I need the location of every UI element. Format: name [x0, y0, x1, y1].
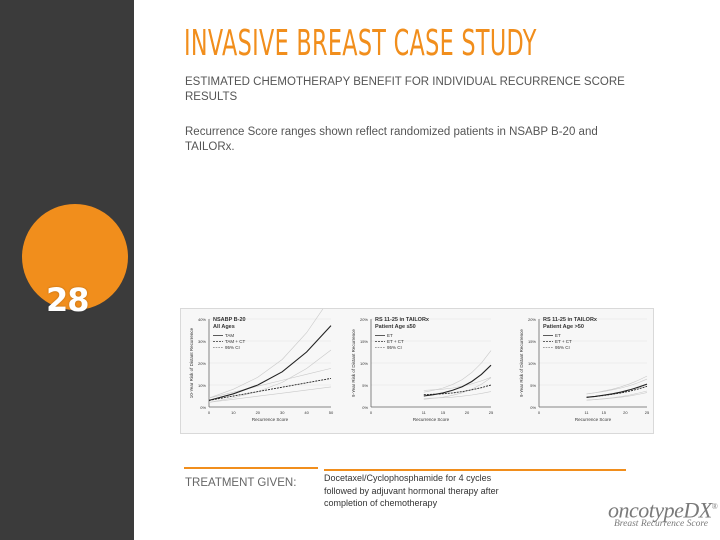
chart-1-ci-upper-1	[423, 377, 492, 391]
chart-2-x-tick-label: 20	[623, 410, 628, 415]
logo-subtitle: Breast Recurrence Score	[614, 519, 708, 529]
chart-0-y-tick-label: 0%	[200, 405, 206, 410]
logo-trademark: ®	[711, 502, 718, 511]
logo-wordmark: oncotypeDX®	[608, 494, 718, 523]
chart-2-series-1-line	[586, 385, 648, 398]
chart-2-title: RS 11-25 in TAILORx	[543, 317, 598, 323]
chart-1-x-tick-label: 0	[370, 410, 373, 415]
chart-1-y-tick-label: 10%	[360, 361, 368, 366]
chart-2-ci-lower-1	[586, 392, 648, 401]
treatment-description: Docetaxel/Cyclophosphamide for 4 cycles …	[324, 473, 499, 508]
chart-2-y-axis-label: 9-Year Risk of Distant Recurrence	[519, 329, 524, 397]
chart-0-x-tick-label: 10	[231, 410, 236, 415]
chart-1-y-tick-label: 20%	[360, 317, 368, 322]
chart-0-x-tick-label: 0	[208, 410, 211, 415]
chart-1-series-1-line	[423, 384, 492, 396]
chart-0-x-tick-label: 30	[280, 410, 285, 415]
chart-0-ci-upper-1	[208, 368, 332, 399]
chart-1-y-tick-label: 0%	[362, 405, 368, 410]
chart-2-x-tick-label: 15	[602, 410, 607, 415]
logo-prefix: oncotype	[608, 497, 684, 523]
chart-1-y-tick-label: 5%	[362, 383, 368, 388]
chart-1-series-0-line	[423, 364, 492, 397]
chart-1-legend-label: 95% CI	[387, 345, 402, 350]
chart-figure: 40% 30% 20% 10% 0% 0 10 20 30 40 50 Recurrence Scor…	[180, 308, 654, 434]
chart-1-subtitle: Patient Age ≤50	[375, 324, 416, 330]
logo-dx: DX	[683, 497, 712, 523]
chart-1-x-tick-label: 15	[441, 410, 446, 415]
chart-0-subtitle: All Ages	[213, 324, 235, 330]
chart-2-x-tick-label: 25	[645, 410, 650, 415]
chart-0-y-tick-label: 30%	[198, 339, 206, 344]
chart-1-title: RS 11-25 in TAILORx	[375, 317, 430, 323]
chart-2-y-tick-label: 20%	[528, 317, 536, 322]
chart-2-x-axis-label: Recurrence Score	[575, 417, 612, 422]
chart-1-ci-upper-0	[423, 350, 492, 393]
chart-0-x-tick-label: 50	[329, 410, 334, 415]
chart-0-ci-lower-1	[208, 386, 332, 403]
chart-0-x-tick-label: 40	[304, 410, 309, 415]
chart-0-series-1-line	[208, 377, 332, 401]
chart-1-y-axis-label: 9-Year Risk of Distant Recurrence	[351, 329, 356, 397]
chart-1-x-tick-label: 25	[489, 410, 494, 415]
divider-right	[324, 469, 626, 471]
chart-2-legend-label: ET	[555, 333, 561, 338]
chart-2-subtitle: Patient Age >50	[543, 324, 584, 330]
chart-2-y-tick-label: 0%	[530, 405, 536, 410]
slide-title: INVASIVE BREAST CASE STUDY	[184, 23, 537, 64]
chart-1-y-tick-label: 15%	[360, 339, 368, 344]
chart-1-legend-label: ET	[387, 333, 393, 338]
chart-2-y-tick-label: 5%	[530, 383, 536, 388]
chart-1-x-axis-label: Recurrence Score	[413, 417, 450, 422]
chart-0-ci-lower-0	[208, 349, 332, 403]
chart-2-x-tick-label: 0	[538, 410, 541, 415]
slide-subtitle: ESTIMATED CHEMOTHERAPY BENEFIT FOR INDIV…	[185, 76, 625, 103]
chart-0-legend-label: TAM + CT	[225, 339, 246, 344]
slide-note: Recurrence Score ranges shown reflect ra…	[185, 126, 598, 153]
chart-0-y-tick-label: 20%	[198, 361, 206, 366]
chart-1-x-tick-label: 20	[465, 410, 470, 415]
chart-0-title: NSABP B-20	[213, 317, 246, 323]
chart-2-y-tick-label: 15%	[528, 339, 536, 344]
chart-1-legend-label: ET + CT	[387, 339, 404, 344]
chart-2-series-0-line	[586, 383, 648, 398]
treatment-label: TREATMENT GIVEN:	[185, 477, 297, 489]
chart-2-legend-label: ET + CT	[555, 339, 572, 344]
chart-0-y-axis-label: 10-Year Risk of Distant Recurrence	[189, 327, 194, 398]
chart-2-x-tick-label: 11	[584, 410, 589, 415]
chart-1-x-tick-label: 11	[422, 410, 427, 415]
chart-0-y-tick-label: 40%	[198, 317, 206, 322]
chart-0-ci-upper-0	[208, 309, 324, 399]
oncotype-dx-logo: oncotypeDX® Breast Recurrence Score	[608, 494, 718, 534]
chart-2-ci-upper-1	[586, 378, 648, 395]
chart-0-legend-label: TAM	[225, 333, 234, 338]
chart-0-series-0-line	[208, 325, 332, 401]
chart-0-x-tick-label: 20	[256, 410, 261, 415]
slide-number-circle	[22, 204, 128, 310]
slide-number: 28	[46, 281, 90, 319]
chart-1-ci-lower-1	[423, 391, 492, 399]
chart-0-x-axis-label: Recurrence Score	[252, 417, 289, 422]
chart-0-y-tick-label: 10%	[198, 383, 206, 388]
chart-2-y-tick-label: 10%	[528, 361, 536, 366]
divider-left	[184, 467, 318, 469]
chart-0-legend-label: 95% CI	[225, 345, 240, 350]
chart-2-legend-label: 95% CI	[555, 345, 570, 350]
